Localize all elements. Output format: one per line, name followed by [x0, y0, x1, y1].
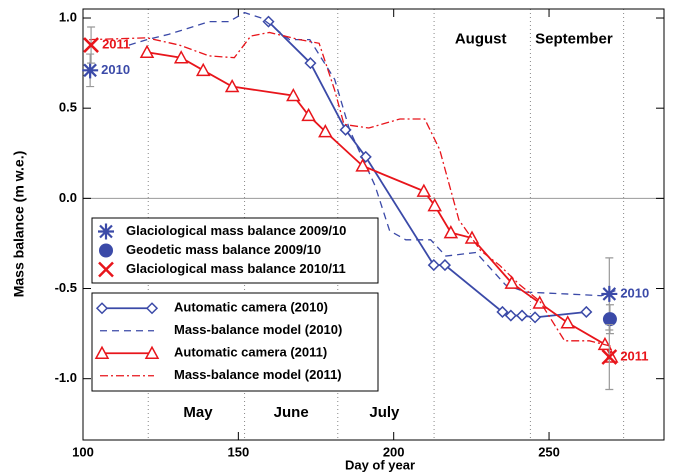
- month-label: June: [274, 404, 309, 421]
- month-label: May: [183, 404, 213, 421]
- month-label: September: [535, 31, 613, 48]
- marker-diamond: [304, 57, 317, 70]
- y-tick-label: 1.0: [59, 9, 77, 24]
- marker-circle: [602, 312, 617, 327]
- marker-triangle: [224, 78, 240, 93]
- marker-x: [98, 261, 114, 278]
- legend-label: Glaciological mass balance 2009/10: [126, 223, 346, 238]
- x-axis-label: Day of year: [345, 457, 415, 472]
- legend-label: Mass-balance model (2010): [174, 322, 342, 337]
- y-tick-label: -0.5: [55, 280, 77, 295]
- point-label: 2011: [620, 348, 648, 363]
- month-label: July: [369, 404, 400, 421]
- x-tick-label: 150: [227, 444, 249, 459]
- marker-triangle: [443, 225, 459, 239]
- marker-diamond: [95, 302, 109, 315]
- legend-label: Glaciological mass balance 2010/11: [126, 261, 346, 276]
- marker-triangle: [560, 315, 575, 329]
- legend-box: [91, 217, 379, 284]
- marker-triangle: [173, 50, 189, 64]
- marker-diamond: [504, 309, 517, 322]
- marker-triangle: [144, 345, 160, 359]
- marker-triangle: [504, 275, 520, 289]
- y-tick-label: 0.5: [59, 100, 77, 115]
- marker-diamond: [529, 311, 542, 324]
- marker-diamond: [496, 305, 509, 319]
- marker-triangle: [94, 345, 110, 359]
- x-tick-label: 200: [383, 444, 405, 459]
- marker-triangle: [318, 124, 333, 138]
- marker-diamond: [145, 302, 159, 315]
- x-tick-label: 250: [538, 444, 560, 459]
- marker-triangle: [355, 158, 370, 172]
- marker-circle: [99, 243, 113, 258]
- marker-triangle: [301, 107, 316, 122]
- marker-triangle: [532, 295, 547, 309]
- plot-frame: [82, 8, 665, 441]
- legend-label: Mass-balance model (2011): [174, 367, 342, 382]
- marker-x: [601, 349, 618, 365]
- marker-diamond: [515, 309, 529, 322]
- y-tick-label: 0.0: [59, 190, 77, 205]
- x-tick-label: 100: [72, 444, 94, 459]
- marker-triangle: [139, 44, 155, 59]
- point-label: 2010: [620, 285, 649, 300]
- marker-diamond: [438, 259, 452, 272]
- legend-label: Automatic camera (2010): [174, 300, 328, 315]
- y-axis-label: Mass balance (m w.e.): [11, 151, 27, 298]
- marker-triangle: [416, 183, 432, 197]
- legend-box: [91, 292, 379, 392]
- month-label: August: [455, 31, 507, 48]
- marker-triangle: [286, 87, 301, 102]
- marker-asterisk: [82, 62, 99, 79]
- marker-x: [83, 37, 99, 53]
- marker-triangle: [427, 197, 442, 212]
- marker-asterisk: [98, 223, 114, 240]
- marker-asterisk: [601, 285, 618, 302]
- marker-triangle: [464, 230, 480, 244]
- marker-diamond: [580, 305, 593, 319]
- legend-label: Automatic camera (2011): [174, 345, 327, 360]
- marker-diamond: [427, 259, 440, 272]
- point-label: 2010: [101, 62, 130, 77]
- legend-label: Geodetic mass balance 2009/10: [126, 242, 321, 257]
- series-line: [89, 31, 612, 347]
- marker-diamond: [262, 15, 275, 28]
- marker-triangle: [597, 336, 613, 351]
- marker-triangle: [195, 62, 211, 77]
- y-tick-label: -1.0: [55, 370, 77, 385]
- point-label: 2011: [102, 37, 130, 52]
